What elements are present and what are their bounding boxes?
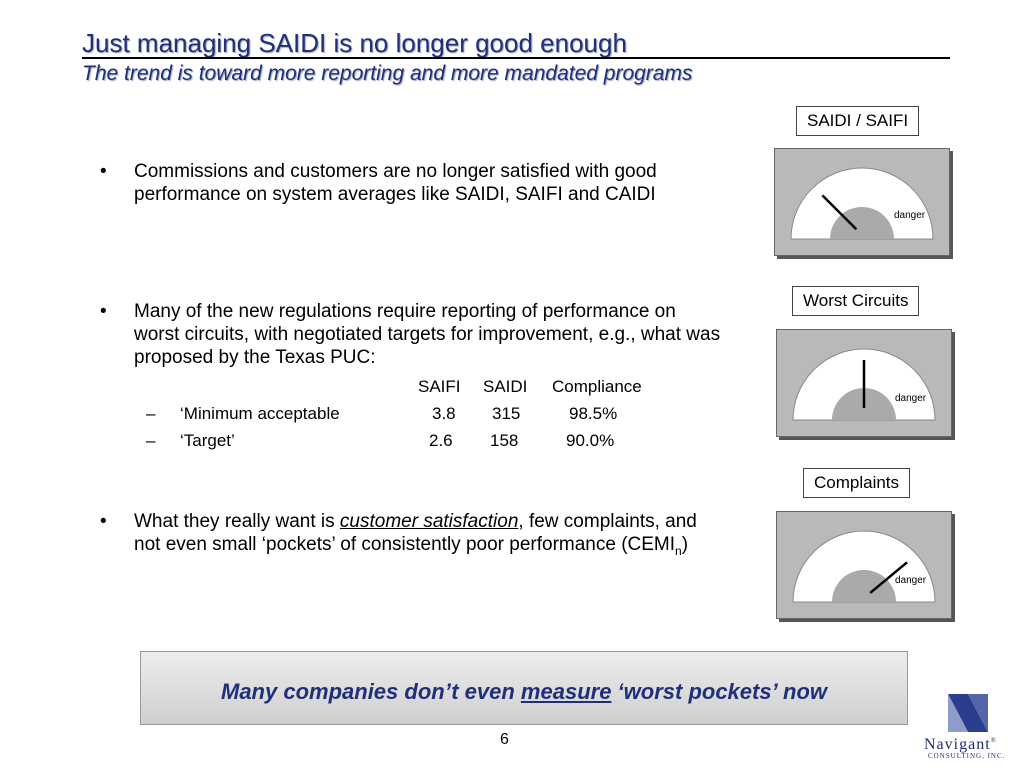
sub-bullet-marker: – — [146, 404, 156, 423]
row-saifi: 3.8 — [432, 404, 456, 423]
text-segment: What they really want is — [134, 511, 340, 532]
banner-text: Many companies don’t even measure ‘worst… — [141, 679, 907, 705]
gauge-complaints: danger — [776, 511, 952, 619]
logo-wordmark: Navigant® — [924, 736, 997, 754]
row-saidi: 315 — [492, 404, 521, 423]
row-saidi: 158 — [490, 431, 519, 450]
gauge-needle — [869, 561, 908, 594]
bullet-marker: • — [100, 161, 107, 182]
gauge-worst-circuits: danger — [776, 329, 952, 437]
trademark-symbol: ® — [990, 736, 997, 745]
emphasis-text: customer satisfaction — [339, 511, 519, 532]
emphasis-text: measure — [520, 679, 612, 704]
row-saifi: 2.6 — [429, 431, 453, 450]
gauge-label-worst-circuits: Worst Circuits — [792, 286, 920, 316]
danger-zone-label: danger — [895, 575, 927, 586]
bullet-text: Many of the new regulations require repo… — [134, 301, 721, 368]
column-header-saifi: SAIFI — [418, 377, 461, 396]
key-message-banner: Many companies don’t even measure ‘worst… — [140, 651, 908, 725]
text-segment: ) — [681, 534, 689, 555]
bullet-marker: • — [100, 301, 107, 322]
bullet-text: Commissions and customers are no longer … — [134, 161, 657, 205]
sub-bullet-marker: – — [146, 431, 156, 450]
logo-tagline: CONSULTING, INC. — [928, 752, 1006, 760]
navigant-logo-icon — [946, 692, 990, 734]
text-segment: ‘worst pockets’ now — [611, 679, 827, 704]
row-compliance: 98.5% — [569, 404, 618, 423]
company-logo: Navigant® CONSULTING, INC. — [920, 692, 1020, 762]
bullet-marker: • — [100, 511, 107, 532]
gauge-dial — [792, 348, 936, 421]
gauge-label-saidi-saifi: SAIDI / SAIFI — [796, 106, 920, 136]
row-label: ‘Target’ — [180, 431, 235, 450]
page-number: 6 — [500, 731, 509, 748]
logo-name: Navigant — [924, 736, 991, 753]
row-label: ‘Minimum acceptable — [180, 404, 340, 423]
gauge-label-complaints: Complaints — [803, 468, 911, 498]
slide-subtitle: The trend is toward more reporting and m… — [82, 62, 693, 85]
gauge-saidi-saifi: danger — [774, 148, 950, 256]
title-divider — [82, 57, 950, 59]
bullet-text: What they really want is customer satisf… — [134, 510, 724, 563]
gauge-needle — [821, 194, 858, 231]
danger-zone-label: danger — [895, 393, 927, 404]
text-segment: , few complaints, and not even small ‘po… — [134, 511, 697, 555]
subscript-text: n — [675, 543, 682, 558]
danger-zone-label: danger — [894, 210, 926, 221]
row-compliance: 90.0% — [566, 431, 615, 450]
text-segment: Many companies don’t even — [221, 679, 521, 704]
column-header-compliance: Compliance — [552, 377, 642, 396]
gauge-dial — [792, 530, 936, 603]
column-header-saidi: SAIDI — [483, 377, 528, 396]
slide-title: Just managing SAIDI is no longer good en… — [82, 28, 627, 58]
gauge-dial — [790, 167, 934, 240]
